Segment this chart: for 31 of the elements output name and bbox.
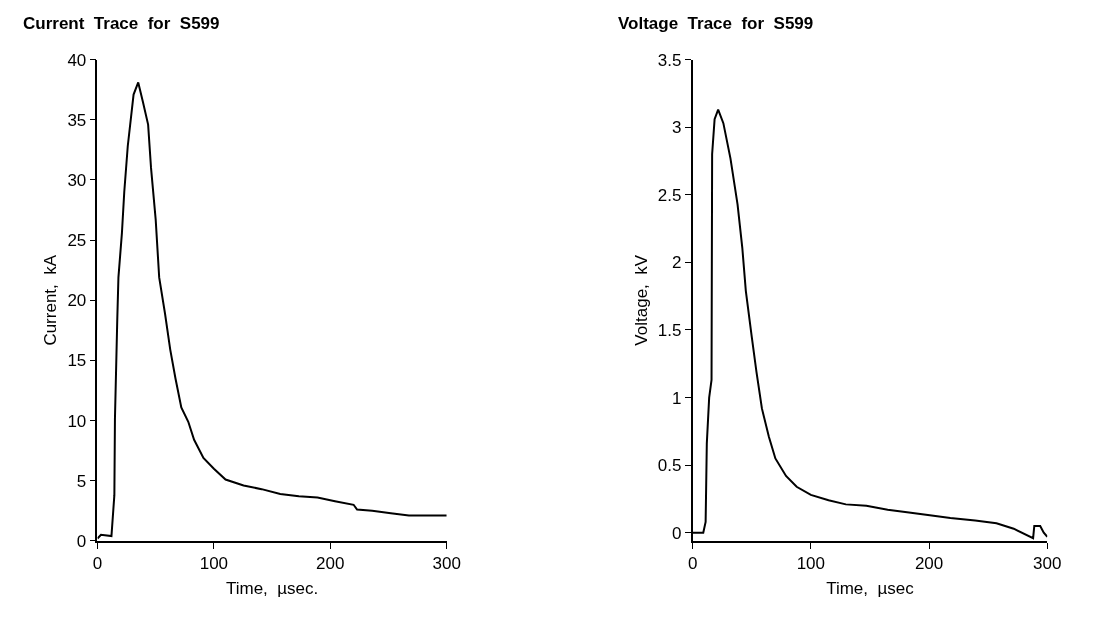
x-tick-label: 300 xyxy=(1033,554,1062,574)
x-tick-label: 100 xyxy=(199,554,229,574)
y-tick-label: 40 xyxy=(67,50,87,70)
x-tick-label: 200 xyxy=(914,554,944,574)
y-tick-label: 2.5 xyxy=(657,185,682,205)
y-tick-label: 0 xyxy=(76,531,87,551)
y-tick-label: 3 xyxy=(672,118,682,138)
y-tick-label: 0.5 xyxy=(657,456,682,476)
x-tick-label: 200 xyxy=(316,554,345,574)
chart-title: Voltage Trace for S599 xyxy=(618,14,814,33)
y-tick-label: 15 xyxy=(67,351,87,371)
y-tick-label: 2 xyxy=(672,253,682,273)
y-tick-label: 35 xyxy=(67,110,87,130)
x-tick-label: 300 xyxy=(432,554,461,574)
x-axis-title: Time, µsec. xyxy=(225,578,319,598)
y-tick-label: 1.5 xyxy=(657,320,682,340)
x-tick-label: 0 xyxy=(687,554,698,574)
y-tick-label: 25 xyxy=(67,231,87,251)
y-tick-label: 3.5 xyxy=(657,50,682,70)
y-axis-title: Voltage, kV xyxy=(631,254,651,346)
y-tick-label: 5 xyxy=(76,471,87,491)
y-tick-label: 20 xyxy=(67,291,87,311)
y-tick-label: 10 xyxy=(67,411,87,431)
y-axis-title: Current, kA xyxy=(41,254,61,346)
chart-title: Current Trace for S599 xyxy=(23,14,220,33)
y-tick-label: 1 xyxy=(672,388,682,408)
y-tick-label: 30 xyxy=(67,170,87,190)
x-tick-label: 0 xyxy=(92,554,103,574)
x-axis-title: Time, µsec xyxy=(826,578,915,598)
y-tick-label: 0 xyxy=(672,523,682,543)
x-tick-label: 100 xyxy=(796,554,826,574)
